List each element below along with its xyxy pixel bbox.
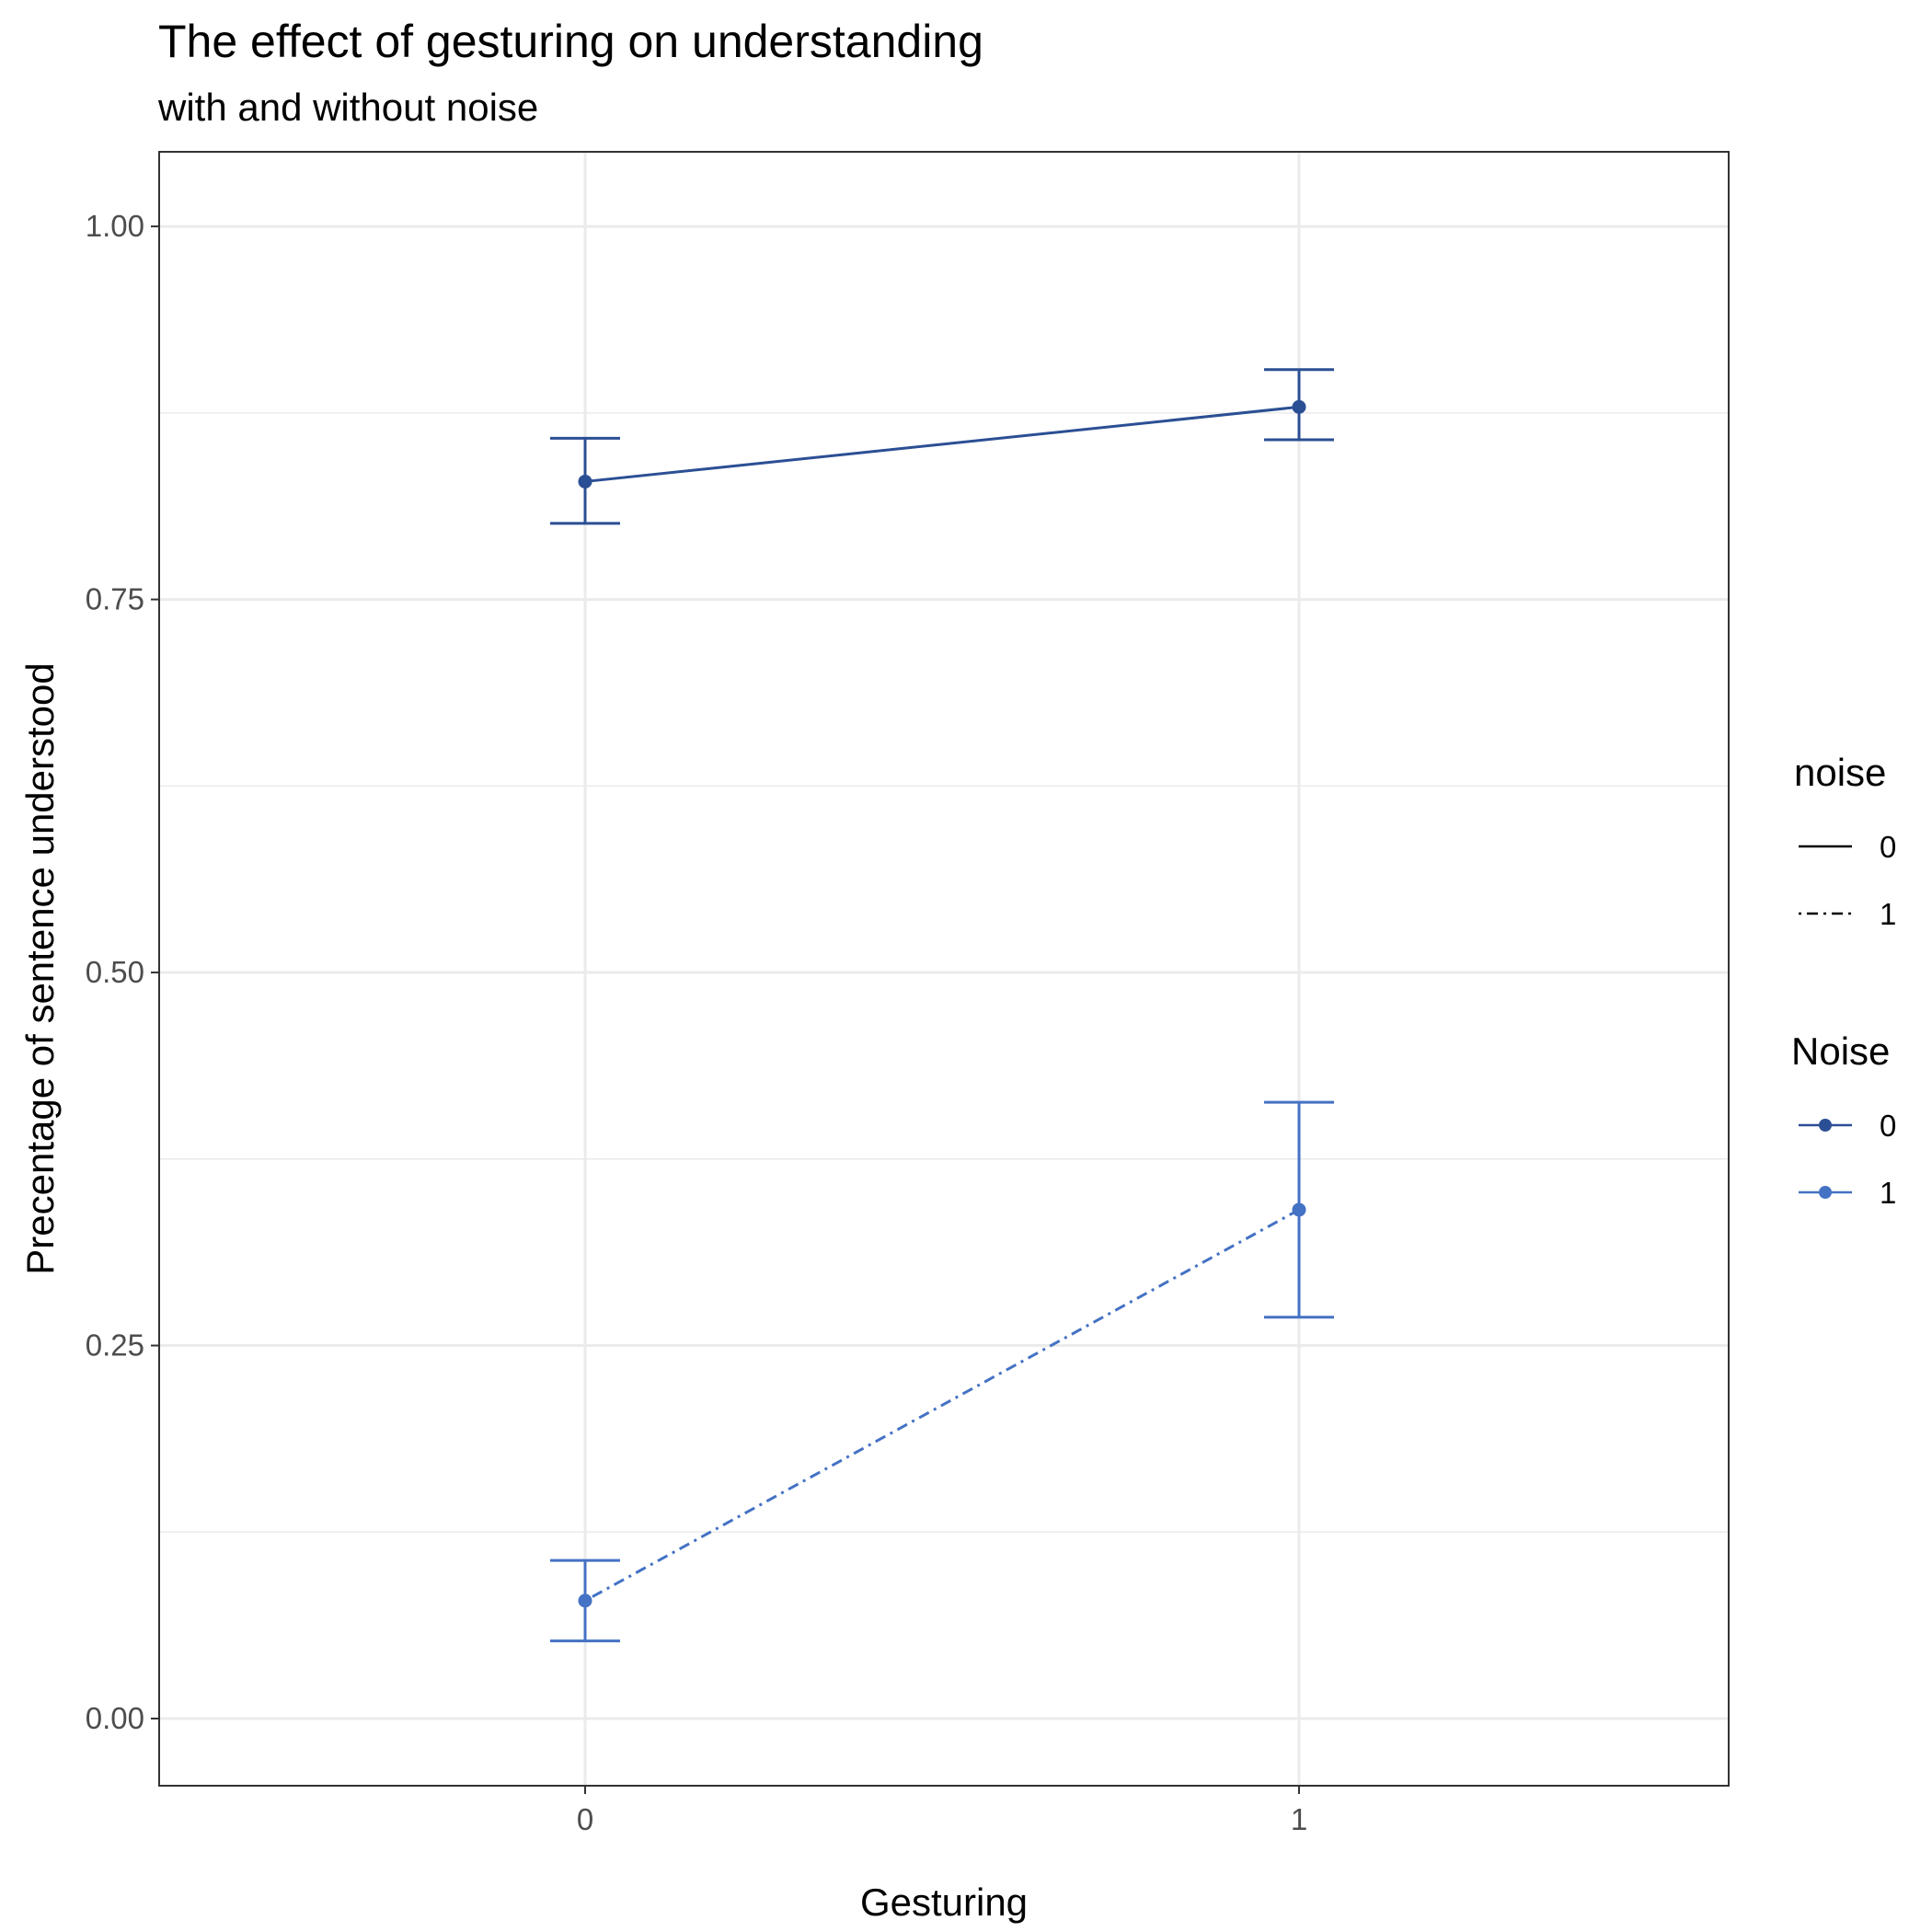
data-point	[578, 474, 592, 489]
legend-linetype-label-0: 0	[1880, 830, 1896, 864]
legend-color-label-1: 1	[1880, 1176, 1896, 1210]
legend-color-key-point-1	[1819, 1186, 1832, 1199]
axes: 0.00 0.25 0.50 0.75 1.00 0 1	[86, 209, 1307, 1836]
legend-linetype-label-1: 1	[1880, 897, 1896, 931]
chart-title: The effect of gesturing on understanding	[158, 16, 983, 67]
legend-color-label-0: 0	[1880, 1109, 1896, 1143]
legend-linetype-title: noise	[1794, 751, 1886, 794]
x-tick-label: 0	[577, 1802, 593, 1836]
legend-color-key-point-0	[1819, 1119, 1832, 1132]
legend-color-title: Noise	[1791, 1029, 1890, 1073]
series-layer	[550, 368, 1334, 1643]
chart-subtitle: with and without noise	[157, 86, 538, 129]
y-tick-label: 0.75	[86, 582, 144, 616]
data-point	[1292, 1202, 1306, 1217]
plot-background	[159, 152, 1729, 1786]
plot-border	[158, 151, 1730, 1787]
y-tick-label: 0.50	[86, 955, 144, 989]
y-tick-label: 0.25	[86, 1328, 144, 1363]
series-1	[550, 1100, 1334, 1643]
x-tick-label: 1	[1291, 1802, 1307, 1836]
y-tick-label: 1.00	[86, 209, 144, 243]
series-line-0	[584, 405, 1300, 483]
series-line-1	[584, 1208, 1300, 1603]
series-0	[550, 368, 1334, 525]
data-point	[1292, 399, 1306, 414]
y-tick-label: 0.00	[86, 1701, 144, 1735]
legend-linetype: noise 0 1	[1794, 751, 1896, 931]
legend-color: Noise 0 1	[1791, 1029, 1896, 1210]
x-axis-title: Gesturing	[860, 1880, 1028, 1924]
data-point	[578, 1593, 592, 1608]
y-axis-title: Precentage of sentence understood	[18, 662, 62, 1274]
